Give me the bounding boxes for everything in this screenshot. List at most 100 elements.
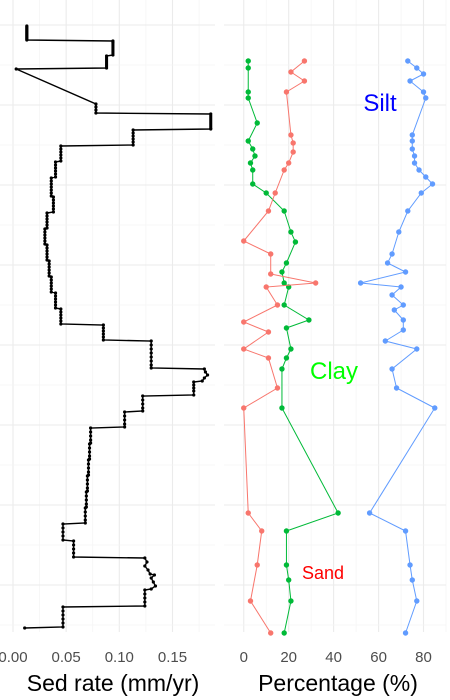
sed-rate-point: [111, 53, 115, 57]
sed-rate-x-ticks: 0.00 0.05 0.10 0.15: [0, 649, 187, 666]
sed-rate-panel: 0.00 0.05 0.10 0.15 Sed rate (mm/yr): [0, 0, 215, 696]
sed-rate-point: [59, 310, 63, 314]
sed-rate-point: [200, 379, 204, 383]
silt-point: [398, 284, 404, 290]
sed-rate-point: [43, 236, 47, 240]
sand-point: [259, 528, 265, 534]
sed-rate-point: [146, 568, 150, 572]
sed-rate-point: [45, 246, 49, 250]
sed-rate-point: [89, 426, 93, 430]
clay-point: [281, 302, 287, 308]
sed-rate-point: [148, 572, 152, 576]
sed-rate-point: [123, 418, 127, 422]
percentage-x-tick-label: 40: [325, 649, 342, 666]
sed-rate-point: [25, 38, 29, 42]
sed-rate-point: [131, 140, 135, 144]
sed-rate-point: [101, 329, 105, 333]
sand-point: [241, 405, 247, 411]
sand-point: [241, 238, 247, 244]
clay-point: [292, 239, 299, 245]
sed-rate-point: [145, 560, 149, 564]
silt-point: [357, 280, 364, 286]
sed-rate-point: [49, 278, 53, 282]
silt-point: [420, 71, 427, 77]
sed-rate-point: [59, 156, 63, 160]
clay-point: [245, 138, 251, 144]
sed-rate-point: [59, 316, 63, 320]
clay-point: [250, 167, 256, 173]
sed-rate-point: [149, 351, 153, 355]
sed-rate-point: [101, 332, 105, 336]
sed-rate-point: [84, 490, 88, 494]
sed-rate-point: [149, 363, 153, 367]
sed-rate-point: [83, 510, 87, 514]
sed-rate-point: [59, 322, 63, 326]
silt-point: [396, 229, 402, 235]
sed-rate-point: [85, 486, 90, 490]
sed-rate-point: [51, 198, 56, 202]
sed-rate-point: [53, 297, 58, 301]
sed-rate-point: [43, 239, 47, 243]
sed-rate-point: [47, 259, 51, 263]
sed-rate-point: [149, 576, 153, 580]
silt-point: [402, 528, 409, 534]
sed-rate-point: [43, 233, 47, 237]
clay-point: [254, 120, 260, 126]
clay-point: [288, 598, 294, 604]
clay-point: [252, 153, 258, 159]
sed-rate-point: [151, 580, 155, 584]
clay-point: [245, 89, 251, 95]
sand-point: [265, 355, 272, 361]
sand-point: [312, 280, 319, 286]
silt-point: [409, 577, 415, 583]
sed-rate-point: [49, 176, 53, 180]
sed-rate-point: [53, 294, 58, 298]
clay-point: [283, 325, 290, 331]
silt-point: [416, 167, 422, 173]
sed-rate-point: [123, 410, 127, 414]
sand-point: [288, 132, 294, 138]
silt-point: [400, 327, 407, 333]
sed-rate-point: [153, 584, 158, 588]
silt-point: [384, 260, 391, 266]
sed-rate-point: [83, 518, 87, 522]
sed-rate-point: [61, 609, 65, 613]
sed-rate-point: [61, 530, 65, 534]
sed-rate-point: [192, 380, 196, 384]
sed-rate-point: [49, 284, 53, 288]
sed-rate-gridlines: [0, 0, 215, 632]
sand-point: [241, 319, 247, 325]
sand-point: [290, 149, 296, 155]
sand-point: [283, 89, 290, 95]
sand-point: [288, 69, 294, 75]
sed-rate-point: [84, 498, 88, 502]
silt-point: [409, 138, 415, 144]
sed-rate-x-tick-label: 0.10: [105, 649, 134, 666]
sed-rate-point: [45, 217, 49, 221]
silt-point: [420, 89, 427, 95]
sed-rate-point: [94, 102, 98, 106]
sand-point: [272, 190, 278, 196]
sed-rate-point: [59, 144, 63, 148]
sed-rate-point: [45, 252, 49, 256]
silt-point: [393, 385, 400, 391]
sed-rate-point: [53, 169, 58, 173]
silt-point: [409, 146, 415, 152]
sed-rate-point: [84, 502, 88, 506]
sed-rate-point: [72, 555, 76, 559]
sed-rate-point: [85, 482, 90, 486]
sed-rate-point: [141, 398, 145, 402]
sed-rate-point: [149, 339, 153, 343]
percentage-panel: 0 20 40 60 80 Silt Clay Sand Percentage (%): [224, 0, 447, 696]
percentage-x-tick-label: 20: [280, 649, 297, 666]
sed-rate-point: [192, 389, 196, 393]
sed-rate-point: [49, 290, 53, 294]
sed-rate-point: [123, 425, 127, 429]
sed-rate-point: [84, 494, 88, 498]
silt-point: [405, 208, 411, 214]
clay-point: [250, 181, 256, 187]
sed-rate-point: [49, 182, 53, 186]
sed-rate-point: [143, 596, 147, 600]
clay-point: [283, 355, 290, 361]
silt-point: [432, 405, 438, 411]
